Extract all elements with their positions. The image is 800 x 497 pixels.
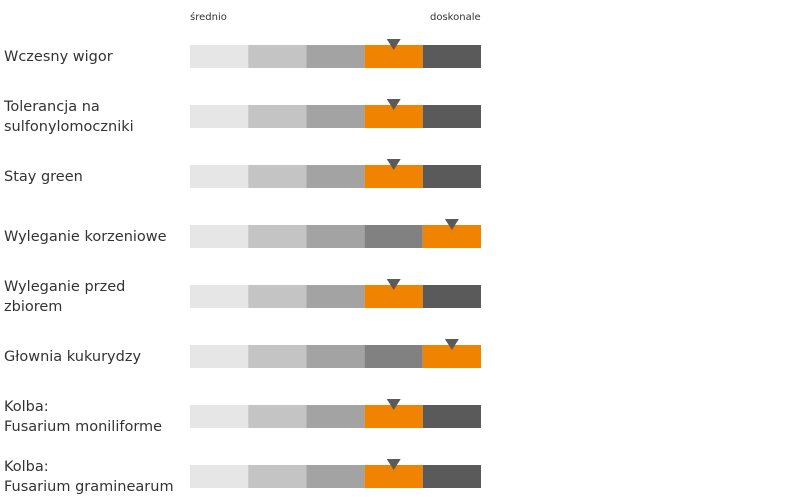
rating-marker xyxy=(386,99,401,110)
trait-row xyxy=(190,99,481,128)
rating-segment xyxy=(306,225,365,248)
rating-marker xyxy=(444,339,459,350)
rating-segment xyxy=(248,165,307,188)
rating-segment xyxy=(364,345,423,368)
rating-segment xyxy=(306,105,365,128)
trait-label: Wyleganie korzeniowe xyxy=(4,228,167,245)
rating-segment xyxy=(306,285,365,308)
rating-segment xyxy=(248,105,307,128)
trait-label: sulfonylomoczniki xyxy=(4,118,134,135)
rating-segment xyxy=(364,225,423,248)
rating-segment xyxy=(190,225,249,248)
rating-segment xyxy=(248,345,307,368)
rating-segment xyxy=(306,345,365,368)
rating-marker xyxy=(386,159,401,170)
rating-segment xyxy=(190,105,249,128)
rating-segment-selected xyxy=(364,165,423,188)
rating-segment xyxy=(248,465,307,488)
rating-segment xyxy=(248,45,307,68)
trait-label: Fusarium moniliforme xyxy=(4,418,163,435)
trait-row xyxy=(190,39,481,68)
rating-segment xyxy=(190,45,249,68)
rating-segment-selected xyxy=(364,405,423,428)
rating-segment xyxy=(422,465,481,488)
trait-label: Kolba: xyxy=(4,458,49,475)
trait-row xyxy=(190,159,481,188)
rating-segment xyxy=(190,345,249,368)
trait-label: Fusarium graminearum xyxy=(4,478,174,495)
rating-marker xyxy=(386,459,401,470)
rating-segment xyxy=(306,405,365,428)
rating-marker xyxy=(386,279,401,290)
rating-segment xyxy=(190,285,249,308)
rating-segment xyxy=(422,285,481,308)
trait-label: Głownia kukurydzy xyxy=(4,348,142,365)
rating-segment-selected xyxy=(422,345,481,368)
trait-label: Kolba: xyxy=(4,398,49,415)
trait-label: Wczesny wigor xyxy=(4,48,113,65)
trait-label: Tolerancja na xyxy=(4,98,100,115)
rating-segment xyxy=(422,45,481,68)
rating-marker xyxy=(386,39,401,50)
rating-segment xyxy=(306,165,365,188)
rating-segment-selected xyxy=(364,105,423,128)
rating-segment xyxy=(306,45,365,68)
rating-segment-selected xyxy=(422,225,481,248)
rating-segment xyxy=(190,405,249,428)
rating-segment-selected xyxy=(364,465,423,488)
scale-min-label: średnio xyxy=(190,12,227,23)
trait-label: Stay green xyxy=(4,168,83,185)
rating-marker xyxy=(444,219,459,230)
scale-max-label: doskonale xyxy=(430,12,481,23)
trait-row xyxy=(190,399,481,428)
trait-row xyxy=(190,279,481,308)
trait-label: zbiorem xyxy=(4,298,63,315)
trait-label: Wyleganie przed xyxy=(4,278,126,295)
rating-segment xyxy=(422,405,481,428)
rating-segment xyxy=(422,105,481,128)
rating-segment xyxy=(248,405,307,428)
trait-row xyxy=(190,219,481,248)
rating-marker xyxy=(386,399,401,410)
rating-segment xyxy=(190,165,249,188)
rating-segment xyxy=(190,465,249,488)
rating-segment-selected xyxy=(364,45,423,68)
trait-row xyxy=(190,459,481,488)
rating-segment xyxy=(248,285,307,308)
rating-segment xyxy=(248,225,307,248)
rating-segment xyxy=(306,465,365,488)
trait-row xyxy=(190,339,481,368)
rating-segment-selected xyxy=(364,285,423,308)
rating-segment xyxy=(422,165,481,188)
